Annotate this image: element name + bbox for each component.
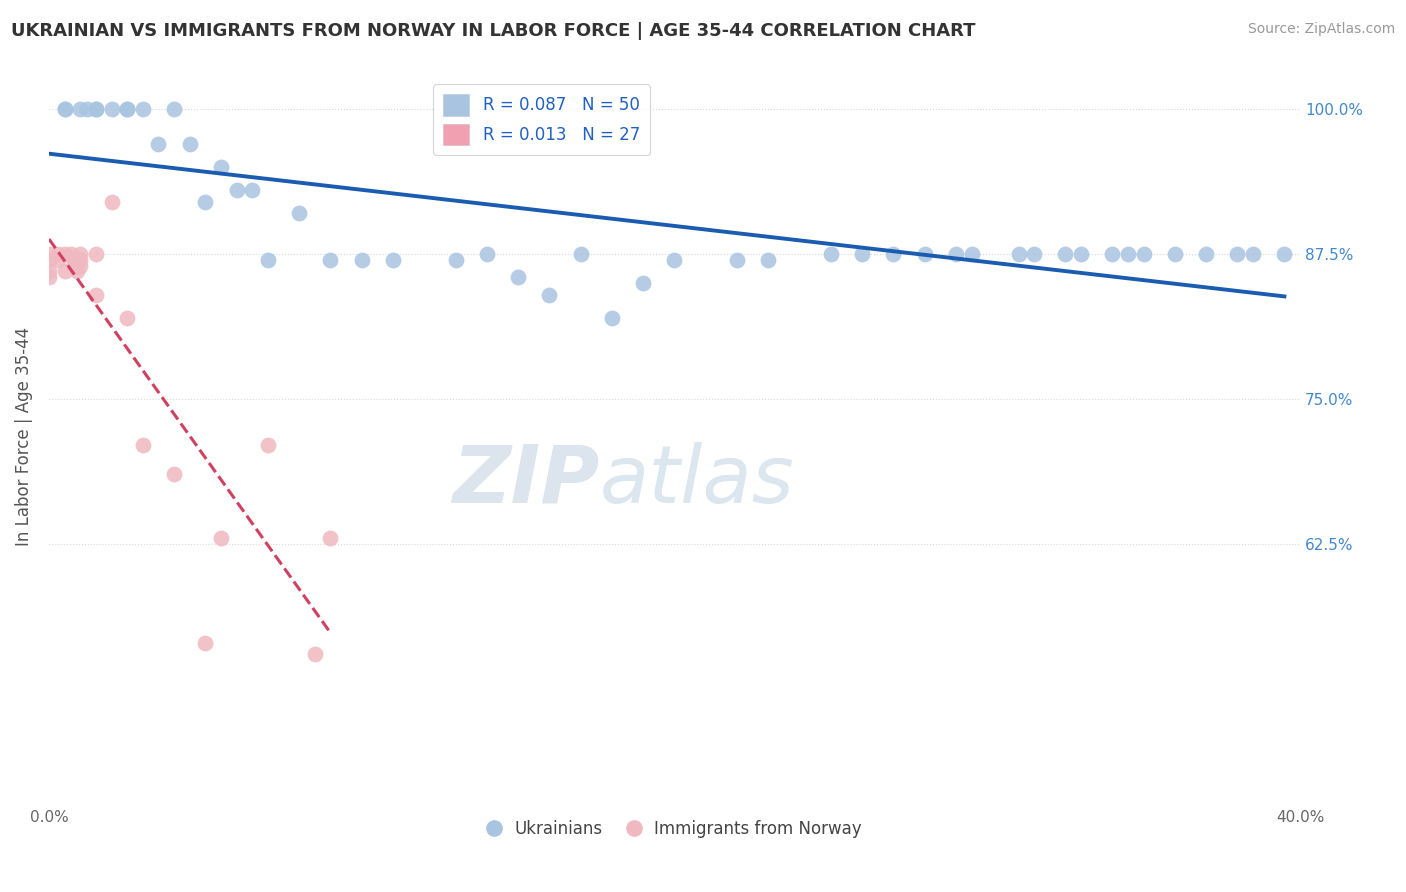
Point [945, 247, 967, 261]
Point [69, 252, 91, 267]
Point [48, 247, 70, 261]
Point [194, 194, 217, 209]
Point [194, 635, 217, 649]
Point [115, 102, 138, 116]
Point [38, 247, 60, 261]
Point [63, 259, 86, 273]
Point [1241, 247, 1264, 261]
Point [444, 252, 467, 267]
Point [304, 647, 326, 661]
Point [1024, 247, 1046, 261]
Point [69, 102, 91, 116]
Point [163, 467, 186, 482]
Point [179, 136, 201, 151]
Point [66, 252, 89, 267]
Point [53, 102, 76, 116]
Point [1195, 247, 1218, 261]
Point [1272, 247, 1295, 261]
Text: UKRAINIAN VS IMMIGRANTS FROM NORWAY IN LABOR FORCE | AGE 35-44 CORRELATION CHART: UKRAINIAN VS IMMIGRANTS FROM NORWAY IN L… [11, 22, 976, 40]
Point [960, 247, 983, 261]
Point [1116, 247, 1139, 261]
Point [115, 310, 138, 325]
Point [1164, 247, 1187, 261]
Point [569, 247, 592, 261]
Point [1054, 247, 1077, 261]
Point [163, 102, 186, 116]
Point [382, 252, 405, 267]
Point [132, 102, 155, 116]
Point [66, 264, 89, 278]
Point [882, 247, 904, 261]
Point [59, 247, 82, 261]
Point [756, 252, 779, 267]
Point [225, 183, 247, 197]
Point [38, 264, 60, 278]
Point [631, 276, 654, 290]
Point [84, 287, 107, 301]
Point [725, 252, 748, 267]
Point [257, 252, 280, 267]
Point [851, 247, 873, 261]
Point [84, 102, 107, 116]
Point [319, 531, 342, 545]
Point [1101, 247, 1123, 261]
Point [1226, 247, 1249, 261]
Point [1007, 247, 1029, 261]
Point [48, 252, 70, 267]
Point [288, 206, 311, 220]
Point [100, 102, 122, 116]
Point [148, 136, 170, 151]
Point [63, 252, 86, 267]
Y-axis label: In Labor Force | Age 35-44: In Labor Force | Age 35-44 [15, 327, 32, 546]
Point [132, 438, 155, 452]
Legend: Ukrainians, Immigrants from Norway: Ukrainians, Immigrants from Norway [481, 814, 868, 845]
Point [100, 194, 122, 209]
Point [53, 247, 76, 261]
Point [53, 102, 76, 116]
Point [209, 160, 232, 174]
Point [84, 102, 107, 116]
Text: atlas: atlas [599, 442, 794, 520]
Point [538, 287, 561, 301]
Point [350, 252, 373, 267]
Point [1070, 247, 1092, 261]
Point [600, 310, 623, 325]
Point [69, 247, 91, 261]
Text: Source: ZipAtlas.com: Source: ZipAtlas.com [1247, 22, 1395, 37]
Point [240, 183, 263, 197]
Text: ZIP: ZIP [453, 442, 599, 520]
Point [53, 264, 76, 278]
Point [69, 259, 91, 273]
Point [319, 252, 342, 267]
Point [508, 270, 530, 285]
Point [820, 247, 842, 261]
Point [1132, 247, 1154, 261]
Point [84, 247, 107, 261]
Point [914, 247, 936, 261]
Point [115, 102, 138, 116]
Point [475, 247, 498, 261]
Point [38, 270, 60, 285]
Point [38, 252, 60, 267]
Point [209, 531, 232, 545]
Point [664, 252, 686, 267]
Point [257, 438, 280, 452]
Point [76, 102, 98, 116]
